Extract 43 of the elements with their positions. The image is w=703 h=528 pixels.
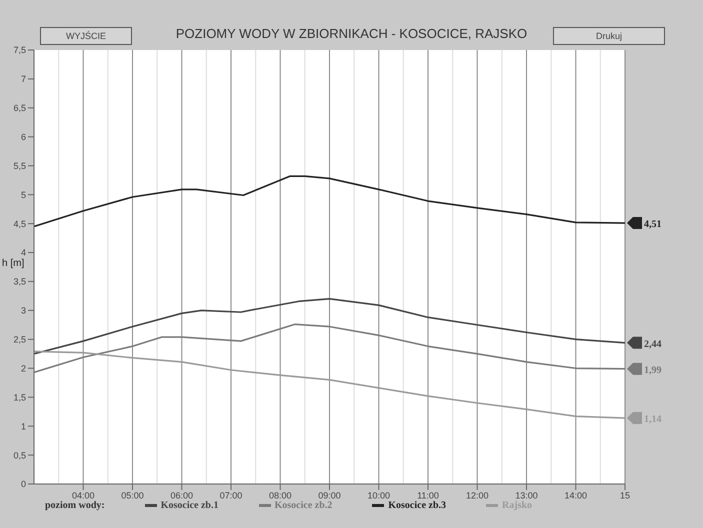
y-tick-label: 7,5 (13, 45, 26, 56)
data-label: 2,44 (644, 338, 662, 350)
y-tick-label: 2,5 (13, 334, 26, 345)
x-tick-label: 06:00 (170, 490, 194, 500)
line-series (34, 323, 625, 374)
legend-label: Kosocice zb.1 (160, 500, 218, 511)
x-tick-label: 12:00 (466, 490, 489, 500)
chart-title: POZIOMY WODY W ZBIORNIKACH - KOSOCICE, RAJSKO (176, 26, 528, 41)
exit-button: WYJŚCIE (40, 27, 132, 45)
x-tick-label: 13:00 (515, 490, 538, 500)
data-label: 1,99 (644, 364, 662, 376)
line-series (34, 298, 625, 355)
x-tick-label: 07:00 (220, 490, 242, 500)
x-tick-label: 09:00 (318, 490, 341, 500)
y-tick-label: 5,5 (13, 160, 26, 171)
y-tick-label: 4 (20, 248, 26, 258)
x-tick-label: 08:00 (268, 490, 292, 500)
x-tick-label: 15 (620, 490, 630, 500)
y-tick-label: 2 (20, 363, 26, 374)
line-series (34, 175, 625, 228)
data-label: 4,51 (644, 219, 662, 230)
legend-label: Kosocice zb.3 (387, 500, 446, 511)
y-tick-label: 6 (20, 132, 26, 142)
legend-label: Kosocice zb.2 (274, 500, 332, 511)
line-series (34, 350, 625, 419)
x-tick-label: 04:00 (72, 490, 95, 500)
y-tick-label: 0 (20, 479, 26, 490)
legend-title: poziom wody: (45, 500, 105, 511)
y-tick-label: 6,5 (13, 103, 26, 114)
x-tick-label: 10:00 (367, 490, 390, 500)
y-tick-label: 5 (20, 190, 26, 200)
y-tick-label: 7 (20, 74, 26, 84)
print-button: Drukuj (553, 27, 665, 45)
x-tick-label: 14:00 (564, 490, 588, 500)
y-axis-title: h [m] (2, 258, 24, 269)
y-tick-label: 0,5 (13, 450, 26, 460)
x-tick-label: 05:00 (121, 490, 144, 500)
y-tick-label: 3,5 (13, 276, 26, 287)
y-tick-label: 4,5 (13, 218, 26, 229)
y-tick-label: 3 (20, 306, 26, 316)
y-tick-label: 1,5 (13, 392, 26, 402)
x-tick-label: 11:00 (417, 490, 439, 500)
y-tick-label: 1 (20, 421, 26, 432)
